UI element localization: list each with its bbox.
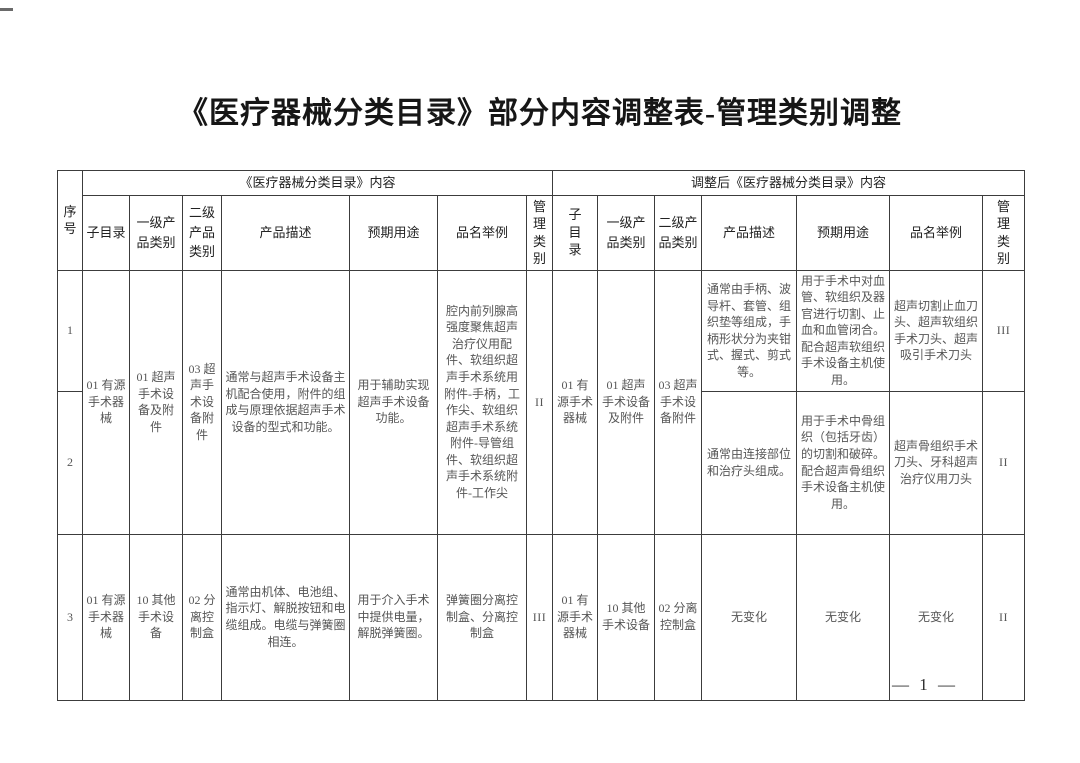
- cell-r3-left-class: III: [525, 533, 554, 701]
- table-row-2: 2 通常由连接部位和治疗头组成。 用于手术中骨组织（包括牙齿）的切割和破碎。配合…: [57, 390, 1026, 535]
- cell-r1-right-examples: 超声切割止血刀头、超声软组织手术刀头、超声吸引手术刀头: [889, 269, 984, 392]
- cell-r3-right-subcatalog: 01 有源手术器械: [552, 533, 599, 701]
- cell-r3-left-description: 通常由机体、电池组、指示灯、解脱按钮和电缆组成。电缆与弹簧圈相连。: [221, 533, 350, 701]
- cell-r12-right-level1: 01 超声手术设备及附件: [597, 269, 656, 535]
- col-header-class-left-label: 管理类别: [533, 198, 547, 267]
- col-header-description-left: 产品描述: [221, 194, 350, 271]
- cell-r12-right-level2: 03 超声手术设备附件: [654, 269, 703, 535]
- cell-r3-left-level2: 02 分离控制盒: [182, 533, 222, 701]
- page-number: — 1 —: [892, 675, 958, 694]
- group-header-right: 调整后《医疗器械分类目录》内容: [552, 170, 1026, 196]
- col-header-examples-left: 品名举例: [437, 194, 527, 271]
- cell-r1-right-intended-use: 用于手术中对血管、软组织及器官进行切割、止血和血管闭合。配合超声软组织手术设备主…: [796, 269, 891, 392]
- cell-r3-left-intended-use: 用于介入手术中提供电量，解脱弹簧圈。: [349, 533, 438, 701]
- col-header-examples-right: 品名举例: [889, 194, 984, 271]
- cell-r12-right-subcatalog: 01 有源手术器械: [552, 269, 599, 535]
- col-header-class-right: 管理类别: [982, 194, 1026, 271]
- col-header-level1-right: 一级产品类别: [597, 194, 656, 271]
- cell-r3-right-level1: 10 其他手术设备: [597, 533, 656, 701]
- col-header-description-right: 产品描述: [701, 194, 798, 271]
- scan-artifact: [0, 8, 13, 11]
- cell-r1-index: 1: [57, 269, 83, 392]
- cell-r2-right-class: II: [982, 390, 1026, 535]
- cell-r12-left-level1: 01 超声手术设备及附件: [129, 269, 183, 535]
- cell-r2-right-intended-use: 用于手术中骨组织（包括牙齿）的切割和破碎。配合超声骨组织手术设备主机使用。: [796, 390, 891, 535]
- cell-r12-left-description: 通常与超声手术设备主机配合使用，附件的组成与原理依据超声手术设备的型式和功能。: [221, 269, 350, 535]
- cell-r12-left-class: II: [525, 269, 554, 535]
- cell-r12-left-subcatalog: 01 有源手术器械: [82, 269, 130, 535]
- col-header-class-right-label: 管理类别: [997, 198, 1011, 267]
- col-header-index-label: 序号: [63, 203, 77, 237]
- cell-r3-right-intended-use: 无变化: [796, 533, 891, 701]
- cell-r3-left-subcatalog: 01 有源手术器械: [82, 533, 130, 701]
- table-row-3: 3 01 有源手术器械 10 其他手术设备 02 分离控制盒 通常由机体、电池组…: [57, 533, 1026, 701]
- col-header-intended-use-left: 预期用途: [349, 194, 438, 271]
- col-header-intended-use-right: 预期用途: [796, 194, 891, 271]
- cell-r1-right-class: III: [982, 269, 1026, 392]
- cell-r12-left-examples: 腔内前列腺高强度聚焦超声治疗仪用配件、软组织超声手术系统用附件-手柄，工作尖、软…: [437, 269, 527, 535]
- col-header-level2-left: 二级产品类别: [182, 194, 222, 271]
- page-title: 《医疗器械分类目录》部分内容调整表-管理类别调整: [178, 97, 902, 130]
- catalog-adjustment-table: 序号 《医疗器械分类目录》内容 调整后《医疗器械分类目录》内容 子目录 一级产品…: [57, 170, 1026, 701]
- col-header-index: 序号: [57, 170, 83, 271]
- col-header-subcatalog-right: 子目录: [552, 194, 599, 271]
- cell-r2-right-examples: 超声骨组织手术刀头、牙科超声治疗仪用刀头: [889, 390, 984, 535]
- col-header-level1-left: 一级产品类别: [129, 194, 183, 271]
- column-header-row: 子目录 一级产品类别 二级产品类别 产品描述 预期用途 品名举例 管理类别 子目…: [58, 194, 1026, 271]
- col-header-subcatalog-right-label: 子目录: [568, 207, 582, 258]
- cell-r3-left-level1: 10 其他手术设备: [129, 533, 183, 701]
- cell-r2-right-description: 通常由连接部位和治疗头组成。: [701, 390, 798, 535]
- col-header-class-left: 管理类别: [525, 194, 554, 271]
- cell-r3-right-description: 无变化: [701, 533, 798, 701]
- col-header-subcatalog-left: 子目录: [82, 194, 130, 271]
- group-header-left: 《医疗器械分类目录》内容: [81, 170, 554, 196]
- cell-r12-left-intended-use: 用于辅助实现超声手术设备功能。: [349, 269, 438, 535]
- group-header-row: 序号 《医疗器械分类目录》内容 调整后《医疗器械分类目录》内容: [57, 170, 1026, 271]
- col-header-level2-right: 二级产品类别: [654, 194, 703, 271]
- cell-r12-left-level2: 03 超声手术设备附件: [182, 269, 222, 535]
- table-row-1: 1 01 有源手术器械 01 超声手术设备及附件 03 超声手术设备附件 通常与…: [57, 269, 1026, 535]
- cell-r3-left-examples: 弹簧圈分离控制盒、分离控制盒: [437, 533, 527, 701]
- cell-r1-right-description: 通常由手柄、波导杆、套管、组织垫等组成，手柄形状分为夹钳式、握式、剪式等。: [701, 269, 798, 392]
- cell-r3-right-level2: 02 分离控制盒: [654, 533, 703, 701]
- cell-r3-index: 3: [57, 533, 83, 701]
- cell-r2-index: 2: [57, 390, 83, 535]
- cell-r3-right-class: II: [982, 533, 1026, 701]
